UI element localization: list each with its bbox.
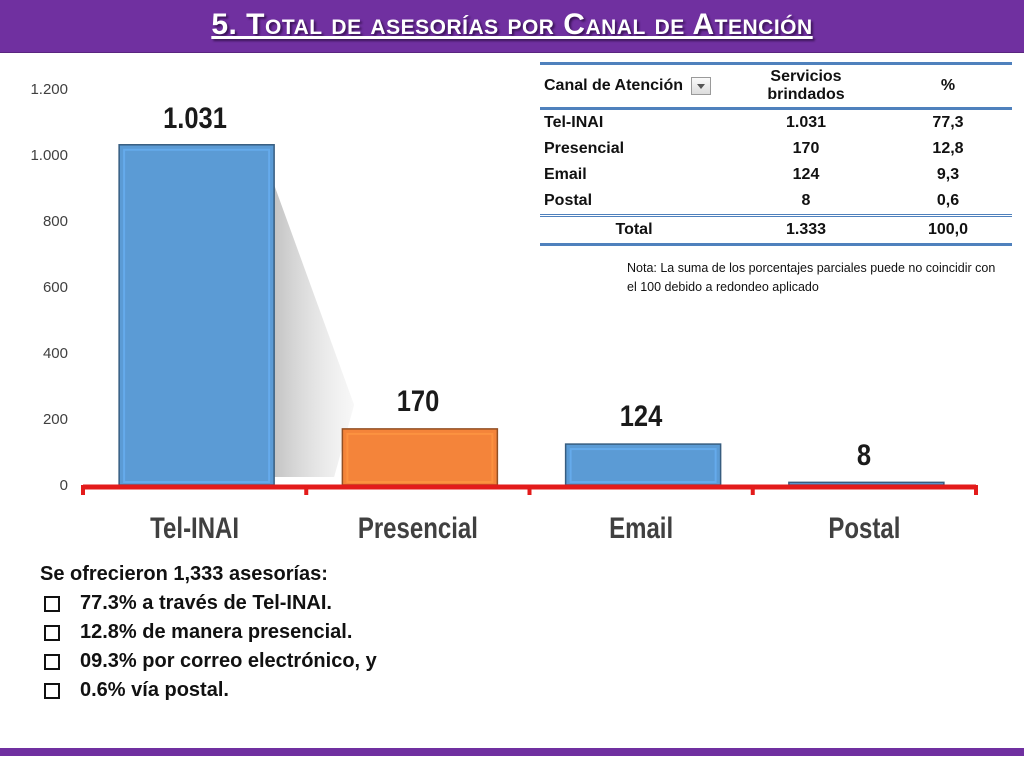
bar-bevel	[346, 432, 494, 483]
summary-item: 12.8% de manera presencial.	[40, 618, 640, 647]
table-total-row: Total 1.333 100,0	[540, 214, 1012, 246]
data-table: Canal de Atención Servicios brindados % …	[540, 62, 1012, 246]
x-tick-label: Presencial	[358, 510, 478, 544]
bar-shadow	[274, 184, 355, 477]
summary-list: 77.3% a través de Tel-INAI. 12.8% de man…	[40, 589, 640, 705]
table-cell-percent: 0,6	[936, 192, 960, 209]
table-row: Postal 8 0,6	[540, 188, 1012, 216]
table-cell-canal: Email	[544, 166, 587, 183]
y-tick-label: 800	[43, 213, 68, 230]
y-tick-label: 0	[60, 477, 68, 494]
table-cell-canal: Presencial	[544, 140, 625, 157]
summary-item: 0.6% vía postal.	[40, 676, 640, 705]
table-cell-canal: Postal	[544, 192, 593, 209]
checkbox-bullet-icon	[44, 654, 60, 670]
y-tick-label: 1.000	[30, 147, 68, 164]
bar-bevel	[569, 448, 717, 483]
table-header-canal: Canal de Atención	[540, 62, 728, 110]
data-label: 124	[620, 399, 663, 432]
summary-item: 09.3% por correo electrónico, y	[40, 647, 640, 676]
y-tick-label: 600	[43, 279, 68, 296]
table-total-percent: 100,0	[884, 214, 1012, 246]
y-tick-label: 400	[43, 345, 68, 362]
table-row: Presencial 170 12,8	[540, 136, 1012, 162]
slide-title: 5. Total de asesorías por Canal de Atenc…	[211, 8, 813, 41]
table-cell-servicios: 8	[801, 192, 811, 209]
table-row: Tel-INAI 1.031 77,3	[540, 109, 1012, 137]
table-cell-percent: 12,8	[932, 140, 964, 157]
summary-intro: Se ofrecieron 1,333 asesorías:	[40, 563, 328, 585]
table-header-servicios: Servicios brindados	[728, 62, 884, 110]
x-tick-label: Email	[609, 510, 673, 544]
bar-chart: 0 200 400 600 800 1.000 1.200 Tel-INAI Presenci…	[30, 81, 978, 545]
bar-email	[564, 443, 722, 486]
checkbox-bullet-icon	[44, 683, 60, 699]
bar-bevel	[123, 148, 271, 484]
table-header-percent: %	[884, 62, 1012, 110]
bottom-bar	[0, 748, 1024, 756]
table-total-label: Total	[540, 214, 728, 246]
table-total-servicios: 1.333	[728, 214, 884, 246]
table-row: Email 124 9,3	[540, 162, 1012, 188]
table-cell-canal: Tel-INAI	[544, 114, 604, 131]
y-tick-label: 200	[43, 411, 68, 428]
data-label: 8	[857, 438, 871, 471]
rounding-note: Nota: La suma de los porcentajes parcial…	[627, 261, 996, 294]
table-cell-servicios: 170	[792, 140, 820, 157]
x-tick-label: Tel-INAI	[150, 510, 239, 544]
table-header-row: Canal de Atención Servicios brindados %	[540, 62, 1012, 110]
y-tick-label: 1.200	[30, 81, 68, 98]
checkbox-bullet-icon	[44, 596, 60, 612]
table-cell-percent: 9,3	[936, 166, 960, 183]
filter-dropdown-icon[interactable]	[690, 76, 711, 95]
bar-presencial	[341, 428, 499, 486]
bar-tel-inai	[118, 144, 275, 486]
x-tick-label: Postal	[828, 510, 900, 544]
checkbox-bullet-icon	[44, 625, 60, 641]
data-label: 170	[397, 384, 440, 417]
table-cell-percent: 77,3	[932, 114, 964, 131]
data-label: 1.031	[163, 101, 227, 134]
table-cell-servicios: 1.031	[785, 114, 827, 131]
title-bar	[0, 0, 1024, 53]
table-cell-servicios: 124	[792, 166, 820, 183]
summary-section: Se ofrecieron 1,333 asesorías: 77.3% a t…	[40, 560, 640, 705]
summary-item: 77.3% a través de Tel-INAI.	[40, 589, 640, 618]
